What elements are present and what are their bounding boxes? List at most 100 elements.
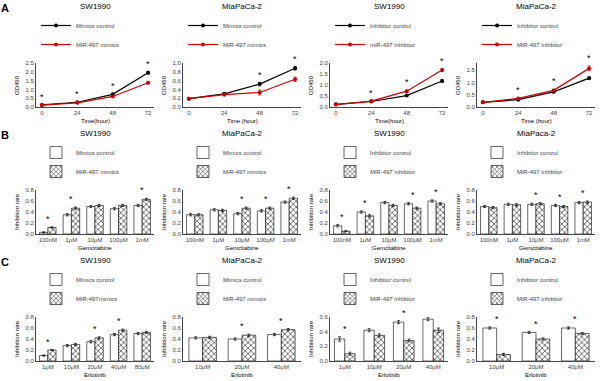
svg-text:Inhibitor control: Inhibitor control bbox=[370, 23, 411, 29]
svg-text:48: 48 bbox=[109, 110, 116, 116]
svg-text:0.6: 0.6 bbox=[319, 198, 328, 204]
svg-text:10μM: 10μM bbox=[528, 237, 543, 243]
svg-text:1.0: 1.0 bbox=[25, 87, 34, 93]
svg-text:*: * bbox=[287, 184, 291, 194]
svg-text:0.6: 0.6 bbox=[466, 198, 475, 204]
svg-text:20μM: 20μM bbox=[396, 364, 411, 370]
svg-text:*: * bbox=[402, 308, 406, 318]
svg-text:0.4: 0.4 bbox=[172, 209, 181, 215]
svg-text:40μM: 40μM bbox=[426, 364, 441, 370]
svg-text:100μM: 100μM bbox=[550, 237, 568, 243]
svg-text:2.5: 2.5 bbox=[25, 60, 34, 66]
svg-text:80μM: 80μM bbox=[135, 364, 150, 370]
svg-text:MiaPaca-2: MiaPaca-2 bbox=[517, 129, 556, 138]
svg-text:0.8: 0.8 bbox=[25, 314, 34, 320]
svg-text:24: 24 bbox=[368, 110, 375, 116]
svg-text:1mM: 1mM bbox=[136, 237, 149, 243]
svg-text:Gemcitabine: Gemcitabine bbox=[78, 245, 112, 251]
svg-text:0.2: 0.2 bbox=[172, 220, 181, 226]
svg-text:0.4: 0.4 bbox=[466, 336, 475, 342]
svg-text:OD450: OD450 bbox=[161, 75, 167, 95]
svg-text:72: 72 bbox=[292, 110, 299, 116]
svg-text:20μM: 20μM bbox=[234, 364, 249, 370]
svg-text:1mM: 1mM bbox=[430, 237, 443, 243]
svg-text:MiR-497 mimics: MiR-497 mimics bbox=[223, 42, 266, 48]
svg-text:1.5: 1.5 bbox=[319, 71, 328, 77]
svg-text:Gemcitabine: Gemcitabine bbox=[519, 245, 553, 251]
svg-text:0.2: 0.2 bbox=[25, 220, 34, 226]
svg-text:*: * bbox=[369, 88, 373, 98]
svg-text:Inhibition rate: Inhibition rate bbox=[308, 320, 314, 357]
svg-text:Erlotinib: Erlotinib bbox=[378, 372, 400, 378]
svg-text:MiR-497 inhibitor: MiR-497 inhibitor bbox=[517, 169, 562, 175]
svg-text:0.6: 0.6 bbox=[172, 198, 181, 204]
svg-text:Inhibitor control: Inhibitor control bbox=[517, 150, 558, 156]
svg-text:0.4: 0.4 bbox=[25, 209, 34, 215]
svg-text:OD450: OD450 bbox=[455, 75, 461, 95]
svg-text:20μM: 20μM bbox=[528, 364, 543, 370]
svg-text:0.0: 0.0 bbox=[466, 358, 475, 364]
svg-text:MiR-497 mimics: MiR-497 mimics bbox=[76, 169, 119, 175]
svg-text:Erlotinib: Erlotinib bbox=[84, 372, 106, 378]
svg-text:1μM: 1μM bbox=[360, 237, 372, 243]
svg-text:0.0: 0.0 bbox=[25, 104, 34, 110]
svg-text:Mimics control: Mimics control bbox=[76, 277, 114, 283]
svg-text:100μM: 100μM bbox=[256, 237, 274, 243]
svg-text:2.0: 2.0 bbox=[25, 69, 34, 75]
svg-text:100nM: 100nM bbox=[333, 237, 351, 243]
svg-text:100μM: 100μM bbox=[109, 237, 127, 243]
svg-text:*: * bbox=[411, 190, 415, 200]
svg-text:SW1990: SW1990 bbox=[80, 2, 111, 11]
svg-text:OD450: OD450 bbox=[308, 75, 314, 95]
svg-text:0.2: 0.2 bbox=[172, 95, 181, 101]
svg-text:1μM: 1μM bbox=[213, 237, 225, 243]
svg-text:0.0: 0.0 bbox=[319, 104, 328, 110]
svg-text:MiaPaCa-2: MiaPaCa-2 bbox=[222, 256, 263, 265]
svg-text:Mimics control: Mimics control bbox=[223, 150, 261, 156]
svg-text:24: 24 bbox=[221, 110, 228, 116]
svg-text:100nM: 100nM bbox=[480, 237, 498, 243]
svg-text:Time (hour): Time (hour) bbox=[521, 118, 552, 124]
svg-text:Erlotinib: Erlotinib bbox=[231, 372, 253, 378]
svg-text:MiaPaCa-2: MiaPaCa-2 bbox=[516, 2, 557, 11]
svg-text:SW1990: SW1990 bbox=[374, 129, 405, 138]
svg-text:0.8: 0.8 bbox=[172, 69, 181, 75]
svg-text:0.8: 0.8 bbox=[172, 187, 181, 193]
svg-text:MiR-497 inhibitor: MiR-497 inhibitor bbox=[370, 296, 415, 302]
svg-text:1μM: 1μM bbox=[42, 364, 54, 370]
svg-text:0.4: 0.4 bbox=[172, 336, 181, 342]
svg-text:Time (hour): Time (hour) bbox=[227, 118, 258, 124]
svg-text:0.0: 0.0 bbox=[172, 358, 181, 364]
svg-text:0: 0 bbox=[334, 110, 338, 116]
svg-text:*: * bbox=[405, 77, 409, 87]
svg-text:1mM: 1mM bbox=[283, 237, 296, 243]
svg-text:1.0: 1.0 bbox=[172, 60, 181, 66]
svg-text:10μM: 10μM bbox=[489, 364, 504, 370]
svg-text:0.6: 0.6 bbox=[466, 325, 475, 331]
svg-text:20μM: 20μM bbox=[87, 364, 102, 370]
svg-text:40μM: 40μM bbox=[111, 364, 126, 370]
svg-text:0.4: 0.4 bbox=[319, 209, 328, 215]
svg-text:Inhibition rate: Inhibition rate bbox=[308, 193, 314, 230]
svg-text:0.8: 0.8 bbox=[466, 314, 475, 320]
svg-text:0.8: 0.8 bbox=[319, 187, 328, 193]
svg-text:miR-497 inhibitor: miR-497 inhibitor bbox=[370, 42, 415, 48]
svg-text:C: C bbox=[1, 256, 9, 268]
svg-text:1.0: 1.0 bbox=[319, 82, 328, 88]
svg-text:MiR-497 inhibitor: MiR-497 inhibitor bbox=[370, 169, 415, 175]
svg-text:0.6: 0.6 bbox=[172, 325, 181, 331]
svg-text:Inhibition rate: Inhibition rate bbox=[455, 320, 461, 357]
svg-text:100nM: 100nM bbox=[186, 237, 204, 243]
svg-text:OD450: OD450 bbox=[14, 75, 20, 95]
svg-text:0: 0 bbox=[40, 110, 44, 116]
svg-text:48: 48 bbox=[256, 110, 263, 116]
svg-text:SW1990: SW1990 bbox=[374, 256, 405, 265]
svg-text:MiaPaCa-2: MiaPaCa-2 bbox=[516, 256, 557, 265]
svg-text:Time(hour): Time(hour) bbox=[81, 118, 110, 124]
svg-text:MiR-497 mimics: MiR-497 mimics bbox=[223, 296, 266, 302]
svg-text:0.0: 0.0 bbox=[172, 104, 181, 110]
svg-text:0.4: 0.4 bbox=[466, 209, 475, 215]
svg-text:0: 0 bbox=[187, 110, 191, 116]
svg-text:1μM: 1μM bbox=[339, 364, 351, 370]
svg-text:*: * bbox=[516, 85, 520, 95]
